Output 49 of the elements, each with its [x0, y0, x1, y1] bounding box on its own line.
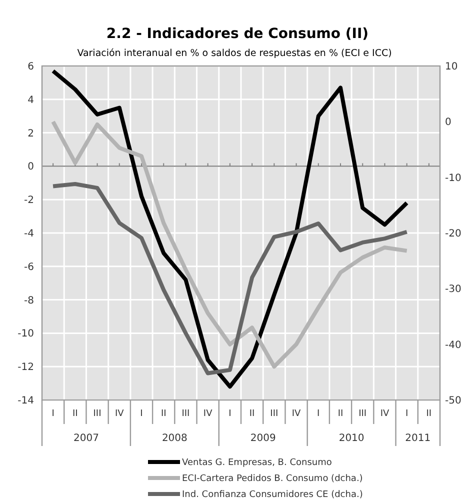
y2-tick-label: -50	[445, 396, 462, 406]
x-tick-label: III	[93, 409, 102, 419]
x-tick-label: I	[317, 409, 320, 419]
y2-tick-label: -10	[445, 172, 462, 184]
x-tick-label: II	[338, 409, 344, 419]
legend-label: Ind. Confianza Consumidores CE (dcha.)	[182, 490, 363, 500]
x-tick-label: II	[72, 409, 78, 419]
y-tick-label: 4	[28, 94, 34, 106]
line-series	[51, 182, 409, 376]
chart-title: 2.2 - Indicadores de Consumo (II)	[106, 26, 369, 42]
x-tick-label: II	[160, 409, 166, 419]
y-tick-label: 2	[28, 128, 34, 140]
x-tick-label: IV	[114, 409, 125, 419]
y-tick-label: -10	[18, 328, 34, 340]
line-series	[51, 120, 409, 369]
text: 2010	[338, 433, 364, 444]
y-tick-label: 6	[28, 62, 34, 72]
chart-subtitle: Variación interanual en % o saldos de respuestas en % (ECI e ICC)	[77, 48, 392, 59]
x-tick-label: III	[270, 409, 278, 419]
y-tick-label: -2	[24, 195, 34, 206]
text: 2008	[162, 433, 188, 444]
y-tick-label: -6	[24, 262, 34, 273]
y2-tick-label: 10	[445, 62, 458, 72]
legend-label: Ventas G. Empresas, B. Consumo	[182, 458, 332, 468]
text: 2011	[405, 433, 431, 444]
y2-tick-label: -30	[445, 284, 462, 296]
y2-tick-label: -40	[445, 340, 462, 351]
x-tick-label: I	[228, 409, 232, 419]
x-tick-label: I	[52, 409, 54, 419]
y2-tick-label: -20	[445, 228, 462, 240]
x-tick-label: IV	[292, 409, 302, 419]
y-tick-label: 0	[28, 162, 34, 173]
y-tick-label: -4	[24, 228, 34, 240]
text: 2007	[73, 433, 99, 444]
legend-label: ECI-Cartera Pedidos B. Consumo (dcha.)	[182, 474, 363, 484]
x-tick-label: I	[140, 409, 143, 419]
y-tick-label: -14	[18, 396, 34, 406]
x-tick-label: III	[358, 409, 367, 419]
x-tick-label: III	[182, 409, 190, 419]
x-tick-label: IV	[203, 409, 214, 419]
y-tick-label: -12	[18, 362, 34, 374]
text: 2009	[250, 433, 276, 444]
y2-tick-label: 0	[445, 117, 452, 128]
y-tick-label: -8	[24, 295, 34, 306]
x-tick-label: II	[426, 409, 432, 419]
x-tick-label: II	[249, 409, 255, 419]
x-tick-label: IV	[380, 409, 390, 419]
x-tick-label: I	[406, 409, 408, 419]
line-series	[51, 69, 409, 389]
